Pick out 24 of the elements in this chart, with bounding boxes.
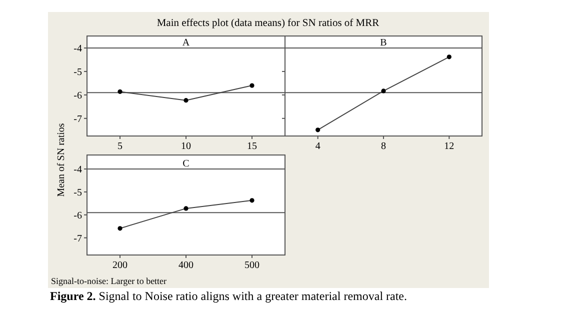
x-tick-label: 200	[112, 260, 128, 271]
x-tick-label: 4	[315, 141, 320, 152]
y-tick-label: -7	[74, 114, 82, 125]
x-tick-label: 5	[118, 141, 122, 152]
chart-title: C	[182, 158, 190, 170]
y-tick-label: -4	[74, 164, 82, 176]
chart-title: B	[380, 38, 388, 48]
x-tick-label: 400	[178, 260, 194, 271]
y-tick-label: -5	[74, 66, 82, 78]
y-tick-label: -6	[74, 90, 82, 102]
text: Signal-to-noise: Larger to better	[51, 276, 167, 286]
y-tick-label: -6	[74, 210, 82, 222]
y-tick-label: -5	[74, 187, 82, 198]
y-axis-title: Mean of SN ratios	[56, 123, 67, 197]
text: Main effects plot (data means) for SN ratios of MRR	[156, 18, 380, 29]
chart-title: A	[182, 38, 190, 48]
x-tick-label: 8	[381, 141, 386, 152]
y-tick-label: -7	[74, 233, 82, 244]
x-tick-label: 12	[444, 141, 454, 152]
x-tick-label: 10	[181, 141, 191, 152]
x-tick-label: 15	[247, 141, 257, 152]
y-tick-label: -4	[74, 44, 82, 54]
x-tick-label: 500	[244, 260, 260, 271]
caption: Figure 2. Signal to Noise ratio aligns with a greater material removal rate.	[50, 289, 408, 303]
